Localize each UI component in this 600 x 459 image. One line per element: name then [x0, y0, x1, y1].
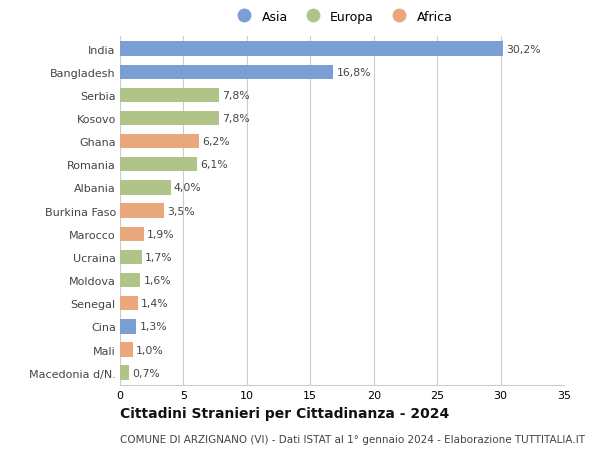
Text: 6,1%: 6,1% [200, 160, 228, 170]
Text: 1,0%: 1,0% [136, 345, 164, 355]
Legend: Asia, Europa, Africa: Asia, Europa, Africa [232, 11, 452, 24]
Text: 1,4%: 1,4% [141, 298, 169, 308]
Bar [120, 227, 144, 241]
Text: 6,2%: 6,2% [202, 137, 229, 147]
Text: 1,3%: 1,3% [140, 322, 167, 332]
Bar [120, 89, 219, 103]
Bar [120, 112, 219, 126]
Bar [120, 366, 129, 380]
Bar [120, 297, 138, 311]
Bar [120, 273, 140, 288]
Text: 7,8%: 7,8% [222, 90, 250, 101]
Text: 3,5%: 3,5% [167, 206, 195, 216]
Text: COMUNE DI ARZIGNANO (VI) - Dati ISTAT al 1° gennaio 2024 - Elaborazione TUTTITAL: COMUNE DI ARZIGNANO (VI) - Dati ISTAT al… [120, 434, 585, 444]
Bar [120, 319, 136, 334]
Text: Cittadini Stranieri per Cittadinanza - 2024: Cittadini Stranieri per Cittadinanza - 2… [120, 406, 449, 420]
Text: 1,7%: 1,7% [145, 252, 172, 263]
Bar [120, 134, 199, 149]
Bar [120, 65, 333, 80]
Text: 7,8%: 7,8% [222, 114, 250, 124]
Text: 1,6%: 1,6% [143, 275, 171, 285]
Bar [120, 204, 164, 218]
Bar [120, 342, 133, 357]
Text: 16,8%: 16,8% [336, 67, 371, 78]
Bar [120, 250, 142, 264]
Text: 4,0%: 4,0% [174, 183, 202, 193]
Text: 0,7%: 0,7% [132, 368, 160, 378]
Text: 1,9%: 1,9% [147, 229, 175, 239]
Bar [120, 158, 197, 172]
Text: 30,2%: 30,2% [506, 45, 541, 55]
Bar [120, 42, 503, 56]
Bar [120, 181, 171, 195]
